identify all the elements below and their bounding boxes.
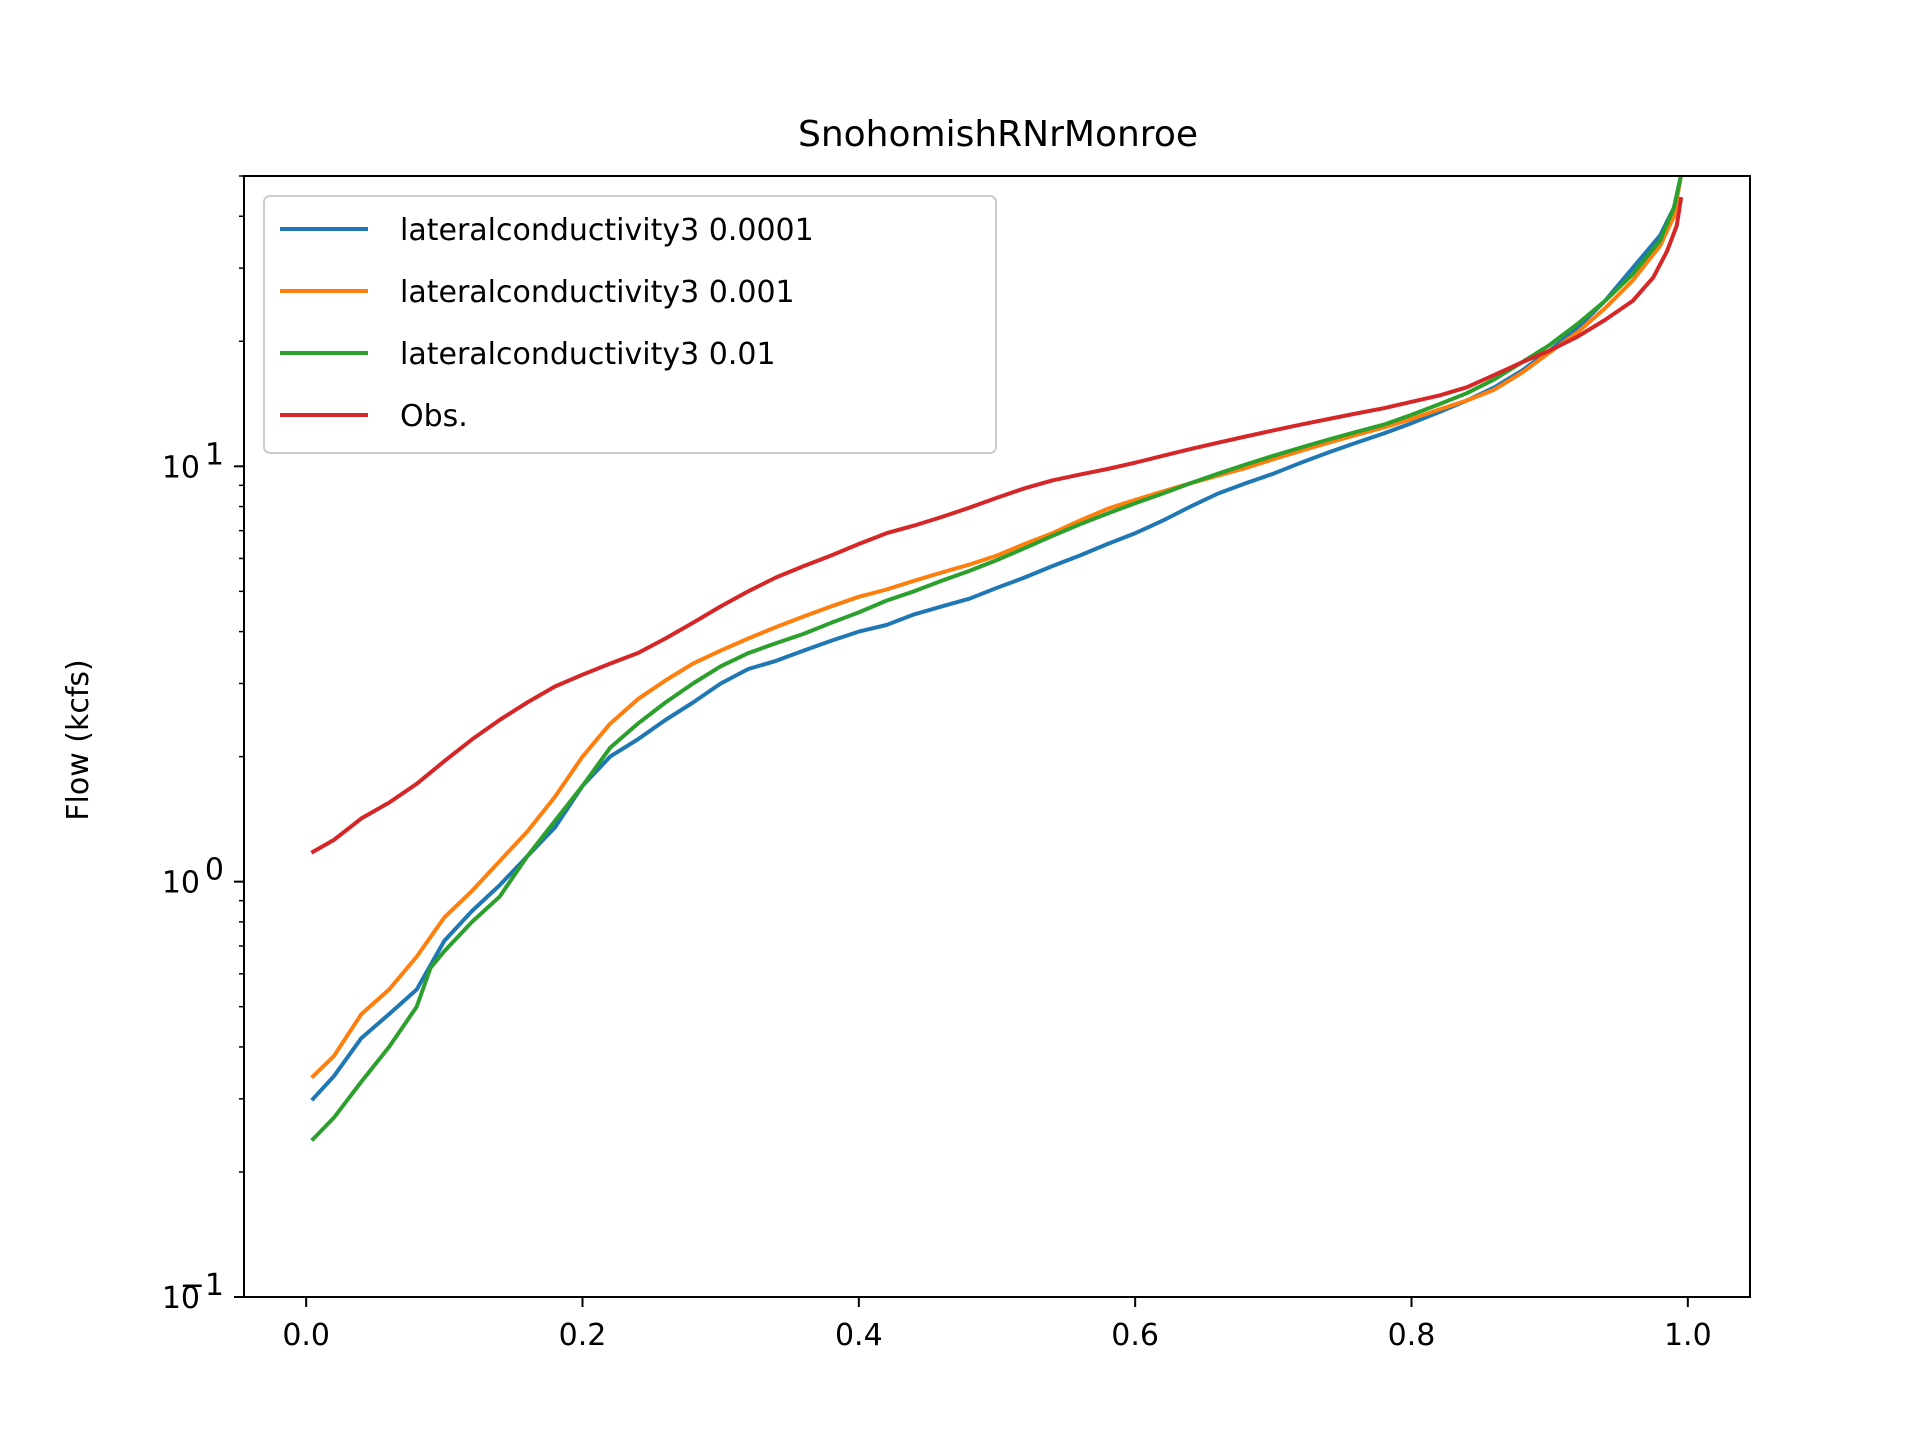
x-tick-label: 0.2 bbox=[559, 1318, 607, 1353]
x-axis-ticks: 0.0 0.2 0.4 0.6 0.8 1.0 bbox=[282, 1297, 1712, 1353]
x-tick-label: 0.8 bbox=[1388, 1318, 1436, 1353]
y-tick-label: 10 bbox=[162, 866, 200, 901]
y-axis-label: Flow (kcfs) bbox=[61, 659, 96, 820]
series-line-2 bbox=[310, 176, 1683, 1080]
x-tick-label: 0.0 bbox=[282, 1318, 330, 1353]
x-tick-label: 1.0 bbox=[1664, 1318, 1712, 1353]
y-tick-exponent: 1 bbox=[205, 437, 224, 472]
y-tick-label: 10 bbox=[162, 1281, 200, 1316]
y-tick-exponent: −1 bbox=[180, 1268, 224, 1303]
series-layer bbox=[310, 176, 1684, 1142]
chart-title: SnohomishRNrMonroe bbox=[798, 114, 1198, 155]
legend-box bbox=[263, 195, 997, 454]
legend-entries: lateralconductivity3 0.0001 lateralconduc… bbox=[280, 213, 814, 434]
series-line-4 bbox=[310, 196, 1684, 855]
x-tick-label: 0.4 bbox=[835, 1318, 883, 1353]
legend-label: lateralconductivity3 0.0001 bbox=[400, 213, 814, 248]
x-tick-label: 0.6 bbox=[1111, 1318, 1159, 1353]
legend: lateralconductivity3 0.0001 lateralconduc… bbox=[263, 195, 997, 454]
legend-label: Obs. bbox=[400, 399, 468, 434]
y-tick-exponent: 0 bbox=[205, 853, 224, 888]
plot-area bbox=[243, 175, 1751, 1298]
legend-label: lateralconductivity3 0.001 bbox=[400, 275, 795, 310]
legend-label: lateralconductivity3 0.01 bbox=[400, 337, 776, 372]
y-tick-label: 10 bbox=[162, 450, 200, 485]
series-line-3 bbox=[310, 176, 1683, 1142]
plot-frame bbox=[243, 175, 1751, 1298]
